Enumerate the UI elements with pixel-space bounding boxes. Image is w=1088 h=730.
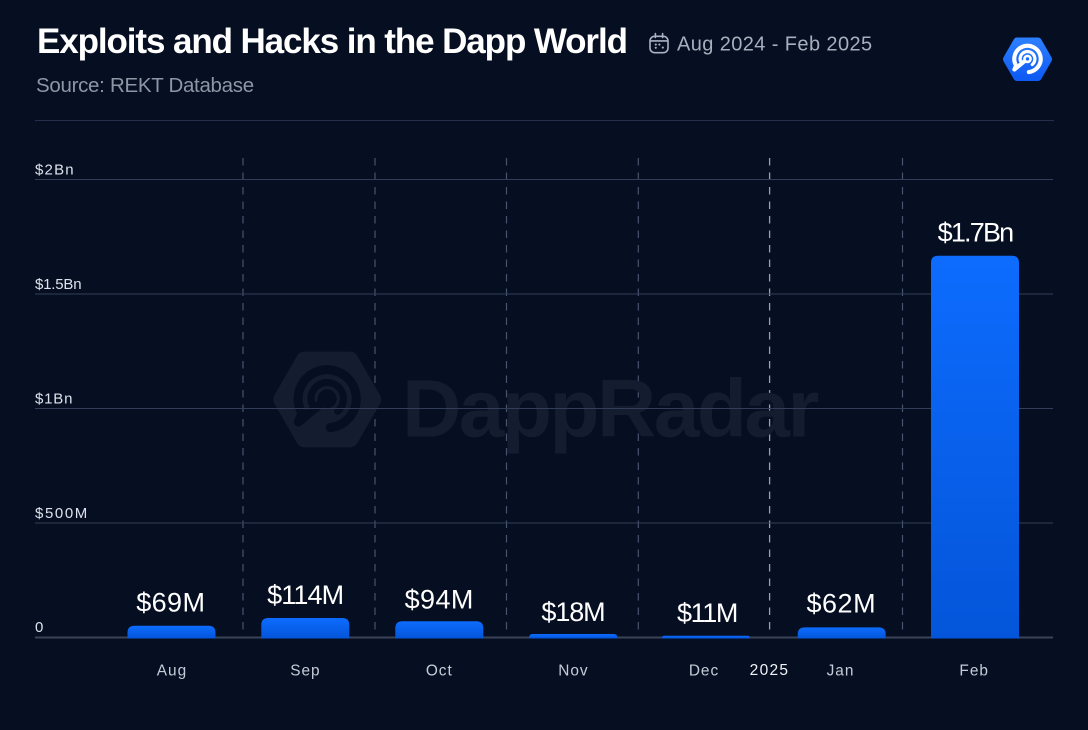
svg-text:Oct: Oct [426, 662, 453, 679]
svg-text:$94M: $94M [405, 585, 474, 615]
svg-text:0: 0 [35, 619, 43, 636]
svg-text:$11M: $11M [677, 598, 737, 628]
svg-text:$1.5Bn: $1.5Bn [35, 276, 81, 293]
svg-text:Nov: Nov [558, 662, 588, 679]
svg-text:$2Bn: $2Bn [35, 162, 75, 179]
svg-text:Exploits and Hacks in the Dapp: Exploits and Hacks in the Dapp World [37, 22, 627, 61]
svg-text:Source: REKT Database: Source: REKT Database [36, 74, 254, 97]
svg-text:$1.7Bn: $1.7Bn [938, 218, 1014, 248]
svg-text:$500M: $500M [35, 505, 89, 522]
svg-text:Aug 2024 - Feb 2025: Aug 2024 - Feb 2025 [677, 33, 873, 55]
svg-text:Dec: Dec [689, 662, 719, 679]
svg-text:$18M: $18M [541, 597, 604, 627]
svg-text:$62M: $62M [807, 589, 877, 619]
svg-text:$69M: $69M [136, 588, 205, 618]
svg-text:Sep: Sep [290, 662, 320, 679]
svg-text:$114M: $114M [267, 580, 343, 610]
svg-text:$1Bn: $1Bn [35, 391, 73, 408]
svg-text:2025: 2025 [750, 662, 790, 679]
svg-text:Feb: Feb [959, 662, 989, 679]
svg-text:Aug: Aug [157, 662, 187, 679]
svg-text:Jan: Jan [827, 662, 855, 679]
